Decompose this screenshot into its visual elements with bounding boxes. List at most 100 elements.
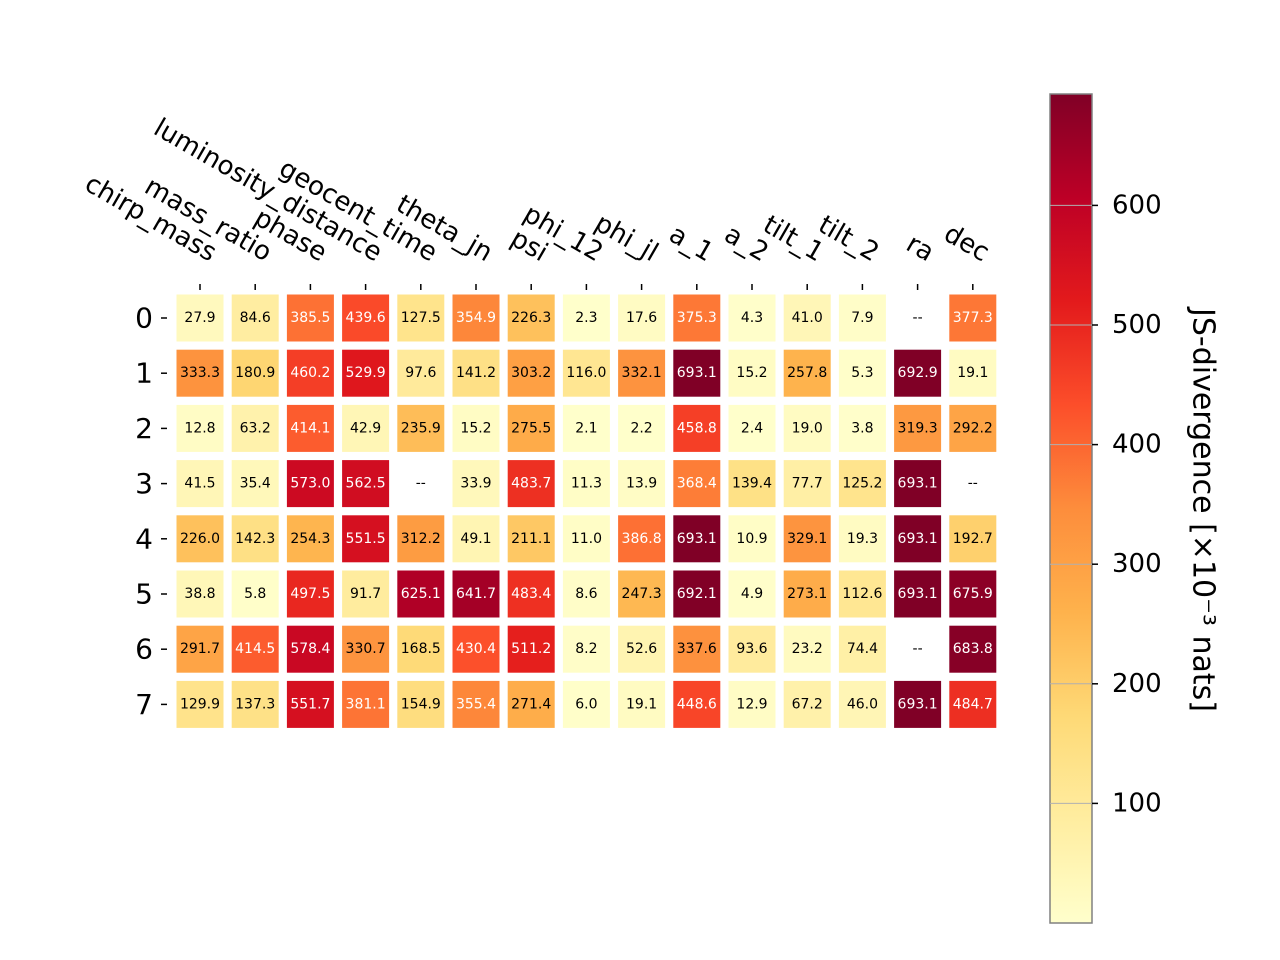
heatmap-cell bbox=[507, 625, 555, 673]
heatmap-cell bbox=[397, 680, 445, 728]
cell-value: 49.1 bbox=[460, 531, 491, 547]
colorbar-tick-label: 500 bbox=[1112, 310, 1162, 340]
heatmap-cell bbox=[231, 404, 279, 452]
heatmap-cell bbox=[397, 349, 445, 397]
cell-value: 2.2 bbox=[630, 420, 652, 436]
heatmap-cell bbox=[342, 349, 390, 397]
heatmap-cell bbox=[949, 625, 997, 673]
heatmap-cell bbox=[507, 570, 555, 618]
cell-value: 12.8 bbox=[184, 420, 215, 436]
cell-value: 625.1 bbox=[401, 586, 441, 602]
cell-value: 13.9 bbox=[626, 476, 657, 492]
cell-value: 693.1 bbox=[898, 696, 938, 712]
cell-value: 693.1 bbox=[898, 586, 938, 602]
cell-value: 46.0 bbox=[847, 696, 878, 712]
heatmap-cell bbox=[342, 515, 390, 563]
heatmap-cell bbox=[728, 460, 776, 508]
cell-value: 354.9 bbox=[456, 310, 496, 326]
column-label: ra bbox=[901, 229, 939, 268]
heatmap-cell bbox=[894, 349, 942, 397]
heatmap-cell bbox=[231, 680, 279, 728]
heatmap-cell bbox=[176, 404, 224, 452]
cell-value: 291.7 bbox=[180, 641, 220, 657]
heatmap-cell bbox=[618, 349, 666, 397]
cell-value: 33.9 bbox=[460, 476, 491, 492]
cell-value: 319.3 bbox=[898, 420, 938, 436]
cell-value: 41.0 bbox=[792, 310, 823, 326]
heatmap-cell bbox=[452, 294, 500, 342]
cell-value: 11.0 bbox=[571, 531, 602, 547]
heatmap-cell bbox=[507, 349, 555, 397]
cell-value: 139.4 bbox=[732, 476, 772, 492]
heatmap-cell bbox=[286, 404, 334, 452]
cell-value: 2.3 bbox=[575, 310, 597, 326]
heatmap-cell bbox=[618, 404, 666, 452]
cell-value: 333.3 bbox=[180, 365, 220, 381]
heatmap-cell bbox=[838, 570, 886, 618]
cell-value: 430.4 bbox=[456, 641, 496, 657]
cell-value: 19.0 bbox=[792, 420, 823, 436]
heatmap-cell bbox=[176, 460, 224, 508]
cell-value: 42.9 bbox=[350, 420, 381, 436]
heatmap-cell bbox=[342, 625, 390, 673]
cell-value: 97.6 bbox=[405, 365, 436, 381]
heatmap-cell bbox=[286, 680, 334, 728]
heatmap-cell bbox=[783, 680, 831, 728]
heatmap-cell bbox=[231, 625, 279, 673]
heatmap-cell bbox=[452, 349, 500, 397]
heatmap-cell bbox=[397, 570, 445, 618]
column-label: phi_jl bbox=[590, 208, 664, 268]
cell-value: 529.9 bbox=[346, 365, 386, 381]
heatmap-cell bbox=[783, 625, 831, 673]
cell-missing: -- bbox=[913, 310, 923, 326]
heatmap-cell bbox=[894, 460, 942, 508]
heatmap-cell bbox=[673, 460, 721, 508]
heatmap-cell bbox=[507, 404, 555, 452]
heatmap-cell bbox=[949, 404, 997, 452]
colorbar-tick-label: 200 bbox=[1112, 669, 1162, 699]
heatmap-cell bbox=[728, 404, 776, 452]
column-label: tilt_2 bbox=[813, 210, 884, 268]
heatmap-cell bbox=[176, 680, 224, 728]
cell-value: 693.1 bbox=[677, 365, 717, 381]
cell-value: 63.2 bbox=[240, 420, 271, 436]
heatmap-cell bbox=[452, 460, 500, 508]
cell-value: 84.6 bbox=[240, 310, 271, 326]
cell-value: 7.9 bbox=[851, 310, 873, 326]
heatmap-cell bbox=[231, 294, 279, 342]
heatmap-cell bbox=[783, 515, 831, 563]
heatmap-cell bbox=[894, 404, 942, 452]
heatmap-cell bbox=[231, 570, 279, 618]
heatmap-cell bbox=[949, 349, 997, 397]
colorbar-gradient bbox=[1049, 93, 1093, 924]
heatmap-cell bbox=[562, 515, 610, 563]
heatmap-cell bbox=[783, 404, 831, 452]
cell-value: 116.0 bbox=[566, 365, 606, 381]
cell-value: 312.2 bbox=[401, 531, 441, 547]
heatmap-cell bbox=[894, 515, 942, 563]
heatmap-cell bbox=[618, 460, 666, 508]
heatmap-cell bbox=[838, 404, 886, 452]
heatmap-cell bbox=[452, 404, 500, 452]
heatmap-cell bbox=[176, 570, 224, 618]
cell-value: 211.1 bbox=[511, 531, 551, 547]
cell-value: 377.3 bbox=[953, 310, 993, 326]
heatmap-cell bbox=[783, 460, 831, 508]
heatmap-cell bbox=[562, 680, 610, 728]
heatmap-cell bbox=[728, 680, 776, 728]
row-label: 5 bbox=[135, 578, 153, 611]
heatmap-cell bbox=[452, 680, 500, 728]
heatmap-cell bbox=[728, 625, 776, 673]
cell-value: 247.3 bbox=[622, 586, 662, 602]
heatmap-cell bbox=[452, 625, 500, 673]
colorbar-ticks: 100 200 300 400 500 600 bbox=[1050, 190, 1162, 818]
cell-value: 511.2 bbox=[511, 641, 551, 657]
cell-value: 5.8 bbox=[244, 586, 266, 602]
heatmap-cell bbox=[618, 515, 666, 563]
cell-value: 17.6 bbox=[626, 310, 657, 326]
row-label: 6 bbox=[135, 633, 153, 666]
cell-value: 15.2 bbox=[736, 365, 767, 381]
cell-value: 483.7 bbox=[511, 476, 551, 492]
heatmap-cell bbox=[562, 570, 610, 618]
heatmap-cell bbox=[231, 515, 279, 563]
